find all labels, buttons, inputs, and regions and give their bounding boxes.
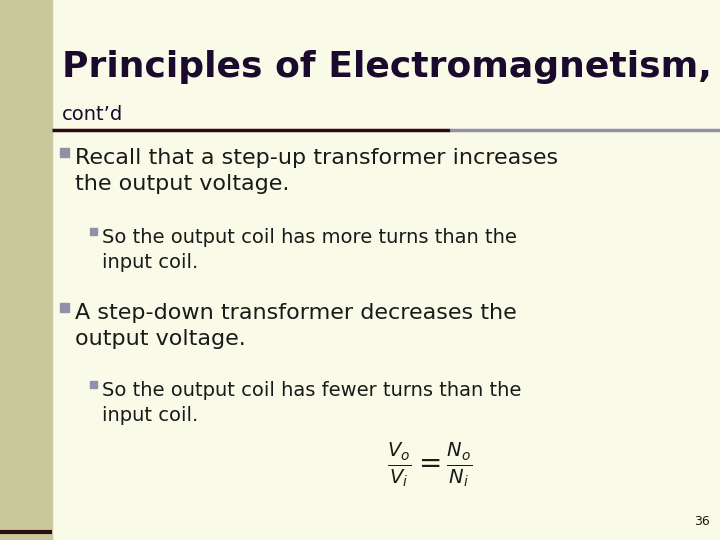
Bar (60, 303, 69, 312)
Text: So the output coil has more turns than the
input coil.: So the output coil has more turns than t… (102, 228, 517, 272)
Text: $\frac{V_o}{V_i} = \frac{N_o}{N_i}$: $\frac{V_o}{V_i} = \frac{N_o}{N_i}$ (387, 440, 472, 489)
Text: So the output coil has fewer turns than the
input coil.: So the output coil has fewer turns than … (102, 381, 521, 425)
Bar (90, 228, 96, 235)
Text: A step-down transformer decreases the
output voltage.: A step-down transformer decreases the ou… (75, 303, 516, 349)
Bar (0, 0, 52, 540)
Text: Principles of Electromagnetism,: Principles of Electromagnetism, (62, 50, 711, 84)
Text: cont’d: cont’d (62, 105, 123, 124)
Bar (90, 381, 96, 388)
Bar (60, 148, 69, 157)
Text: Recall that a step-up transformer increases
the output voltage.: Recall that a step-up transformer increa… (75, 148, 558, 194)
Text: 36: 36 (694, 515, 710, 528)
